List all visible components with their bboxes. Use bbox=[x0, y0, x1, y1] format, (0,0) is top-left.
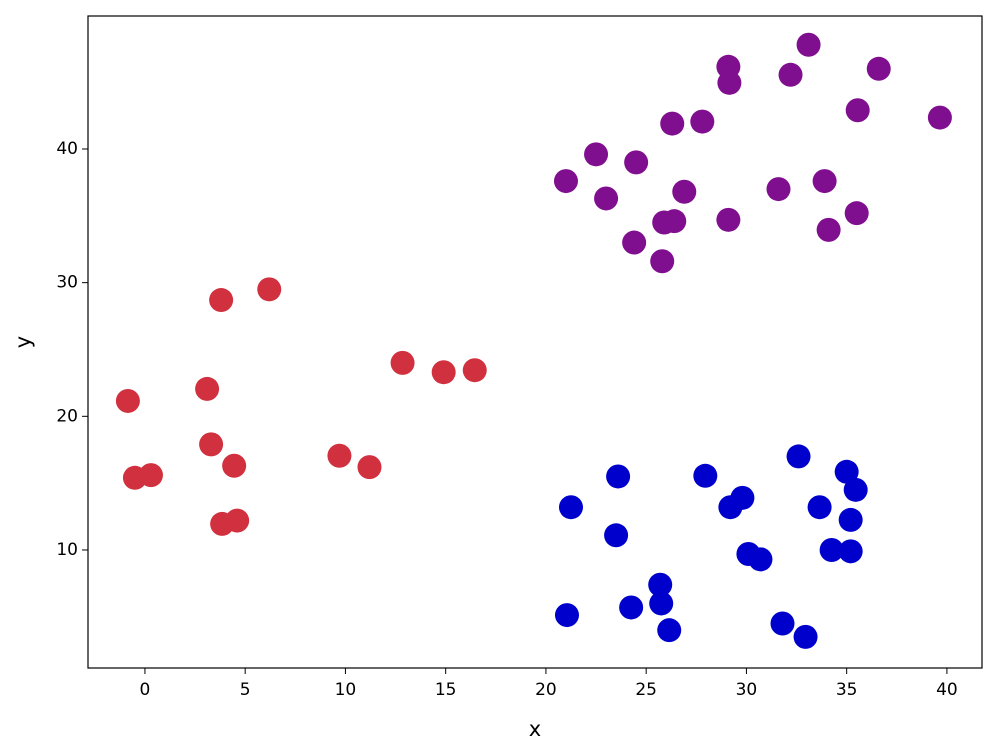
x-tick-label: 10 bbox=[335, 680, 357, 700]
point bbox=[770, 611, 795, 636]
point bbox=[816, 217, 841, 242]
y-tick-label: 10 bbox=[56, 540, 78, 560]
x-tick-label: 5 bbox=[240, 680, 251, 700]
point bbox=[558, 495, 583, 520]
point bbox=[390, 350, 415, 375]
point bbox=[838, 539, 863, 564]
point bbox=[812, 169, 837, 194]
point bbox=[672, 179, 697, 204]
x-tick-label: 20 bbox=[535, 680, 557, 700]
point bbox=[716, 207, 741, 232]
point bbox=[693, 463, 718, 488]
point bbox=[648, 572, 673, 597]
x-tick-label: 30 bbox=[736, 680, 758, 700]
point bbox=[225, 508, 250, 533]
point bbox=[584, 142, 609, 167]
point bbox=[619, 595, 644, 620]
y-axis-label: y bbox=[11, 336, 35, 348]
point bbox=[138, 463, 163, 488]
point bbox=[606, 464, 631, 489]
x-tick-label: 40 bbox=[936, 680, 958, 700]
point bbox=[624, 150, 649, 175]
point bbox=[554, 603, 579, 628]
point bbox=[222, 453, 247, 478]
point bbox=[690, 109, 715, 134]
point bbox=[845, 98, 870, 123]
point bbox=[807, 495, 832, 520]
point bbox=[786, 444, 811, 469]
y-tick-label: 30 bbox=[56, 273, 78, 293]
point bbox=[717, 70, 742, 95]
point bbox=[766, 177, 791, 202]
point bbox=[462, 358, 487, 383]
point bbox=[838, 507, 863, 532]
point bbox=[748, 547, 773, 572]
point bbox=[796, 32, 821, 57]
point bbox=[195, 376, 220, 401]
point bbox=[662, 209, 687, 234]
x-axis-label: x bbox=[529, 717, 541, 741]
x-tick-label: 25 bbox=[635, 680, 657, 700]
point bbox=[431, 360, 456, 385]
y-tick-label: 40 bbox=[56, 139, 78, 159]
point bbox=[257, 277, 282, 302]
point bbox=[843, 477, 868, 502]
point bbox=[553, 169, 578, 194]
point bbox=[199, 432, 224, 457]
point bbox=[927, 105, 952, 130]
point bbox=[660, 111, 685, 136]
point bbox=[819, 537, 844, 562]
point bbox=[730, 485, 755, 510]
point bbox=[778, 62, 803, 87]
point bbox=[834, 459, 859, 484]
plot-frame bbox=[87, 15, 983, 669]
point bbox=[793, 624, 818, 649]
point bbox=[357, 455, 382, 480]
point bbox=[115, 388, 140, 413]
point bbox=[650, 249, 675, 274]
point bbox=[844, 201, 869, 226]
point bbox=[649, 591, 674, 616]
point bbox=[866, 56, 891, 81]
x-tick-label: 15 bbox=[435, 680, 457, 700]
y-tick-label: 20 bbox=[56, 406, 78, 426]
point bbox=[327, 443, 352, 468]
point bbox=[209, 288, 234, 313]
x-tick-label: 35 bbox=[836, 680, 858, 700]
point bbox=[594, 186, 619, 211]
point bbox=[604, 523, 629, 548]
point bbox=[622, 230, 647, 255]
x-tick-label: 0 bbox=[140, 680, 151, 700]
point bbox=[657, 618, 682, 643]
